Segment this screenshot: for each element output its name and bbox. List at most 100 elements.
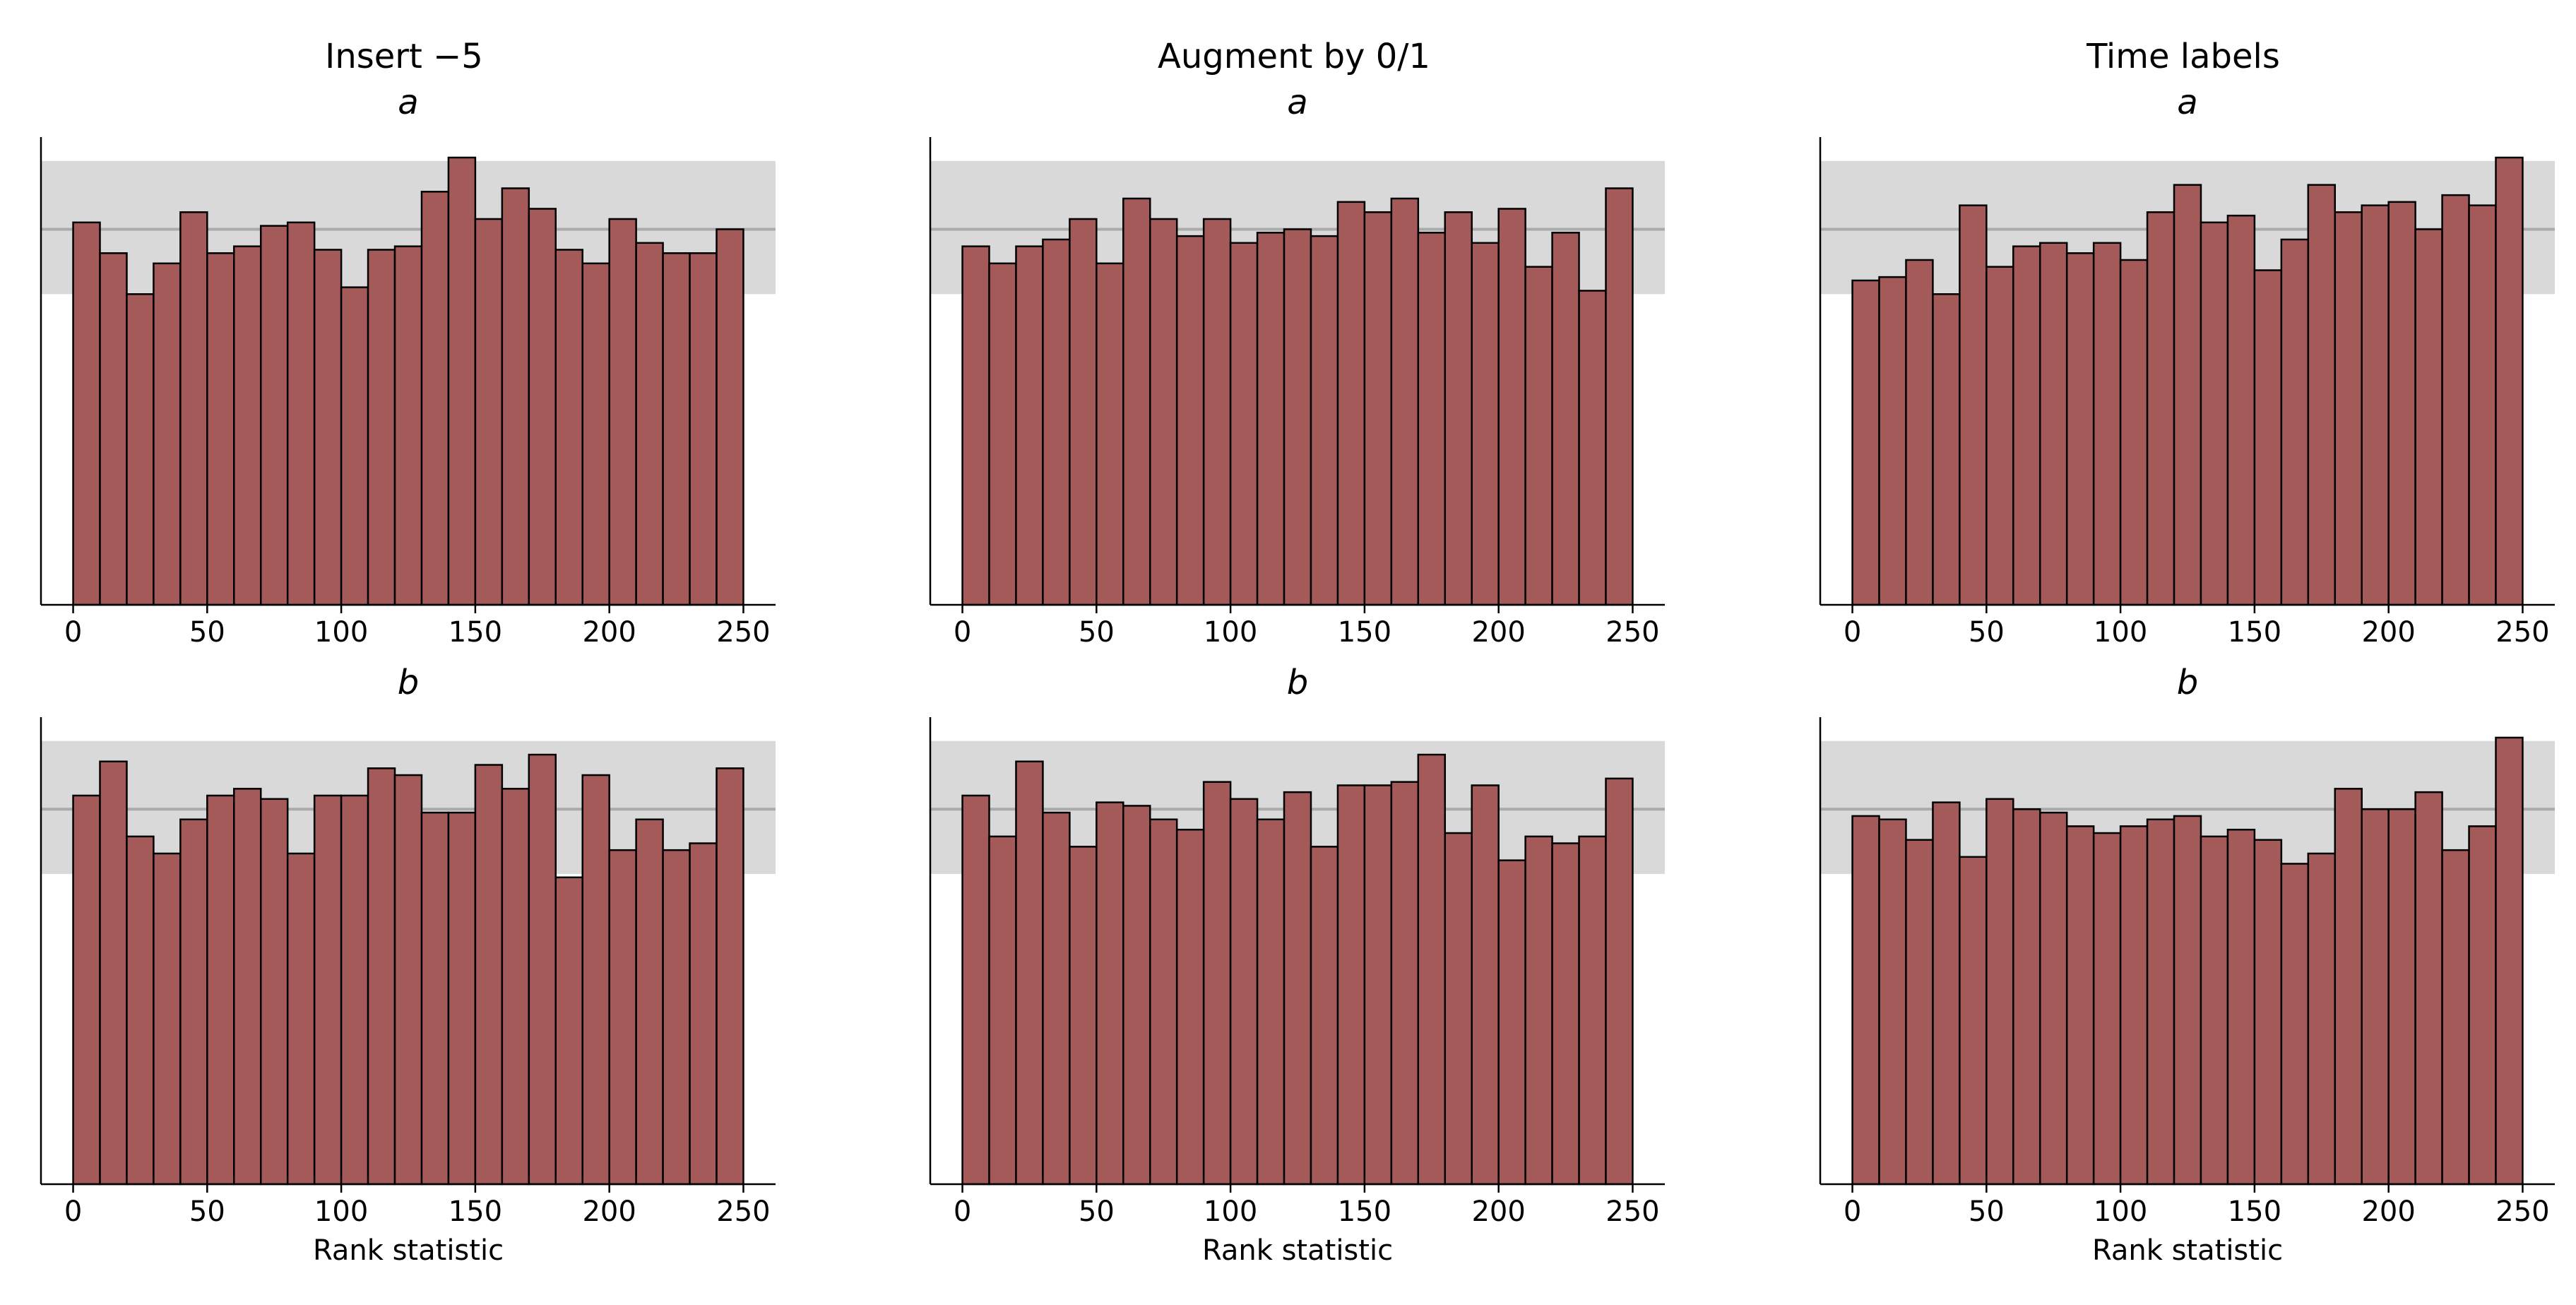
histogram-bar bbox=[988, 262, 1017, 606]
histogram-bar bbox=[2200, 221, 2229, 606]
histogram-bar bbox=[1363, 784, 1393, 1186]
histogram-bar bbox=[1175, 235, 1205, 606]
histogram-bar bbox=[961, 245, 990, 606]
histogram-bar bbox=[1336, 784, 1366, 1186]
x-tick-label: 200 bbox=[2361, 1195, 2415, 1228]
histogram-bar bbox=[447, 811, 477, 1186]
histogram-bar bbox=[2173, 815, 2202, 1186]
histogram-bar bbox=[153, 262, 182, 606]
histogram-bar bbox=[1175, 828, 1205, 1186]
histogram-bar bbox=[689, 842, 718, 1186]
histogram-bar bbox=[1390, 197, 1420, 606]
histogram-bar bbox=[635, 242, 664, 606]
histogram-bar bbox=[2092, 832, 2122, 1186]
x-tick-label: 50 bbox=[1969, 1195, 2005, 1228]
histogram-bar bbox=[716, 228, 744, 606]
histogram-bar bbox=[1959, 204, 1988, 606]
histogram-bar bbox=[1015, 760, 1044, 1186]
x-tick-label: 150 bbox=[2228, 1195, 2281, 1228]
x-tick-label: 0 bbox=[1844, 1195, 1861, 1228]
histogram-bar bbox=[72, 794, 101, 1186]
histogram-bar bbox=[474, 218, 504, 606]
histogram-bar bbox=[961, 794, 990, 1186]
histogram-bar bbox=[1069, 846, 1098, 1186]
histogram-bar bbox=[501, 187, 530, 606]
histogram-bar bbox=[2038, 811, 2068, 1186]
histogram-bar bbox=[716, 767, 744, 1186]
histogram-bar bbox=[447, 156, 477, 606]
histogram-bar bbox=[1497, 859, 1526, 1186]
histogram-bar bbox=[1986, 266, 2014, 606]
histogram-bar bbox=[179, 211, 208, 606]
histogram-bar bbox=[1932, 801, 1961, 1186]
histogram-bar bbox=[1471, 784, 1500, 1186]
histogram-bar bbox=[1444, 211, 1473, 606]
histogram-bar bbox=[313, 794, 343, 1186]
histogram-bar bbox=[179, 818, 208, 1186]
x-tick-label: 150 bbox=[449, 1195, 502, 1228]
histogram-panel: 0 50 100 150 200 250 a bbox=[1819, 83, 2555, 649]
histogram-bar bbox=[1069, 218, 1098, 606]
histogram-bar bbox=[1986, 798, 2014, 1186]
histogram-bar bbox=[2495, 156, 2524, 606]
x-tick-label: 0 bbox=[1844, 616, 1861, 649]
histogram-panel: 0 50 100 150 200 250 b Rank statistic bbox=[1819, 663, 2555, 1267]
histogram-bar bbox=[1851, 279, 1880, 606]
histogram-bar bbox=[1959, 856, 1988, 1186]
histogram-bar bbox=[2119, 825, 2149, 1186]
x-tick-label: 100 bbox=[2094, 1195, 2147, 1228]
histogram-bar bbox=[1390, 781, 1420, 1186]
histogram-bar bbox=[1471, 242, 1500, 606]
histogram-bar bbox=[1524, 835, 1553, 1186]
histogram-bar bbox=[2468, 204, 2497, 606]
x-tick-label: 200 bbox=[2361, 616, 2415, 649]
histogram-bar bbox=[554, 249, 583, 606]
histogram-bar bbox=[2226, 828, 2256, 1186]
histogram-bar bbox=[1202, 781, 1232, 1186]
histogram-bar bbox=[2038, 242, 2068, 606]
histogram-bar bbox=[2200, 835, 2229, 1186]
x-tick-label: 200 bbox=[1471, 616, 1525, 649]
histogram-bar bbox=[1310, 846, 1339, 1186]
histogram-bar bbox=[2092, 242, 2122, 606]
x-tick-label: 250 bbox=[1605, 1195, 1659, 1228]
histogram-bar bbox=[126, 835, 155, 1186]
histogram-bar bbox=[1905, 259, 1934, 606]
histogram-bar bbox=[99, 760, 128, 1186]
x-tick-label: 0 bbox=[64, 1195, 82, 1228]
histogram-bar bbox=[1283, 791, 1312, 1186]
histogram-bar bbox=[2119, 259, 2149, 606]
x-tick-label: 0 bbox=[64, 616, 82, 649]
histogram-bar bbox=[2414, 228, 2443, 606]
histogram-bar bbox=[393, 245, 423, 606]
histogram-bar bbox=[420, 811, 450, 1186]
histogram-bar bbox=[2253, 269, 2283, 606]
histogram-bar bbox=[2012, 808, 2041, 1186]
histogram-bar bbox=[2065, 825, 2095, 1186]
histogram-bar bbox=[2012, 245, 2041, 606]
histogram-bar bbox=[2146, 818, 2176, 1186]
histogram-bar bbox=[474, 764, 504, 1186]
histogram-bar bbox=[1524, 266, 1553, 606]
x-tick-label: 50 bbox=[1079, 616, 1115, 649]
histogram-bar bbox=[1122, 197, 1151, 606]
panel-title: b bbox=[2177, 663, 2198, 702]
histogram-bar bbox=[99, 252, 128, 606]
panel-title: a bbox=[1287, 83, 1307, 122]
x-tick-label: 100 bbox=[1204, 616, 1257, 649]
histogram-bar bbox=[689, 252, 718, 606]
x-tick-label: 150 bbox=[449, 616, 502, 649]
histogram-bar bbox=[340, 286, 369, 606]
histogram-bar bbox=[1042, 811, 1071, 1186]
histogram-bar bbox=[1015, 245, 1044, 606]
histogram-bar bbox=[1310, 235, 1339, 606]
histogram-bar bbox=[528, 753, 557, 1186]
histogram-bar bbox=[1229, 798, 1259, 1186]
histogram-bar bbox=[1444, 832, 1473, 1186]
panel-title: b bbox=[398, 663, 419, 702]
x-tick-label: 250 bbox=[1605, 616, 1659, 649]
histogram-bar bbox=[1878, 818, 1907, 1186]
histogram-bar bbox=[286, 852, 316, 1186]
histogram-bar bbox=[1122, 805, 1151, 1186]
